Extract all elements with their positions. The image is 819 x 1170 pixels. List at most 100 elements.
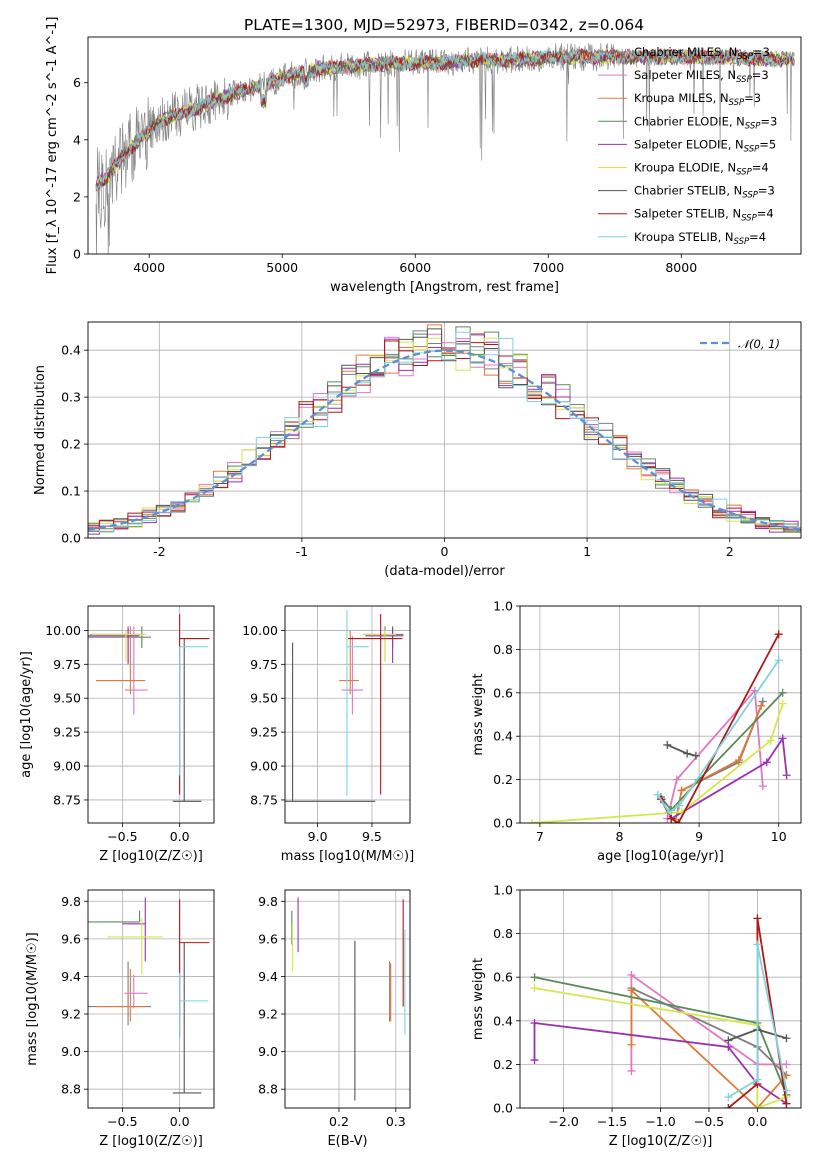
- series-marker: [627, 971, 636, 980]
- y-tick-label: 10.00: [242, 623, 278, 638]
- panels: 4000 5000 6000 7000 8000 0 2 4 6 wavelength [Angs…: [19, 17, 802, 1149]
- series-marker: [724, 1036, 733, 1045]
- y-tick-label: 9.8: [258, 894, 278, 909]
- series-marker: [762, 758, 771, 767]
- y-tick-label: 8.75: [250, 792, 278, 807]
- series-line: [727, 944, 788, 1098]
- y-tick-label: 9.00: [53, 759, 81, 774]
- y-tick-label: 9.00: [250, 759, 278, 774]
- y-tick-label: 9.2: [61, 1007, 81, 1022]
- series-line: [531, 703, 784, 823]
- legend-model-name: Salpeter STELIB, N: [634, 207, 741, 221]
- series-marker: [627, 1040, 636, 1049]
- legend-label-kroupa-miles: Kroupa MILES, NSSP=3: [634, 91, 761, 108]
- y-tick-label: 9.0: [61, 1044, 81, 1059]
- errorbar-salpeter-stelib: [348, 614, 403, 795]
- x-tick-label: 0: [441, 544, 449, 559]
- series-marker: [627, 1066, 636, 1075]
- errorbar-kroupa-miles: [339, 630, 359, 695]
- histogram-kroupa-elodie: [88, 337, 801, 533]
- errorbar-chabrier-stelib: [172, 942, 202, 1094]
- errorbar-chabrier-stelib: [172, 638, 202, 802]
- plot-area: [530, 914, 791, 1108]
- x-tick-label: −0.5: [107, 829, 137, 844]
- legend-ssp-subscript: SSP: [742, 191, 758, 201]
- series-marker: [691, 751, 700, 760]
- y-tick-label: 0.0: [493, 1101, 513, 1116]
- y-tick-label: 9.4: [61, 969, 81, 984]
- series-marker: [758, 697, 767, 706]
- legend-nssp-value: =5: [759, 137, 776, 151]
- series-chabrier-stelib: [663, 740, 700, 760]
- series-marker: [653, 790, 662, 799]
- x-tick-label: 10: [771, 829, 787, 844]
- errorbar-salpeter-miles: [341, 635, 364, 715]
- series-marker: [734, 756, 743, 765]
- y-tick-label: 9.50: [250, 691, 278, 706]
- series-marker: [724, 1093, 733, 1102]
- x-tick-label: −0.5: [107, 1114, 137, 1129]
- series-marker: [782, 1099, 791, 1108]
- x-tick-label: 7: [536, 829, 544, 844]
- y-tick-label: 1.0: [493, 883, 513, 898]
- errorbar-kroupa-elodie: [107, 918, 163, 975]
- y-tick-label: 0.2: [493, 1057, 513, 1072]
- axes-frame: [284, 889, 411, 1109]
- panel-weight_vs_Z: −2.0 −1.5 −1.0 −0.5 0.0 0.0 0.2 0.4 0.6 0.8 1.0 Z […: [471, 883, 802, 1149]
- y-tick-label: 0.4: [493, 1013, 513, 1028]
- x-tick-label: 0.0: [170, 1114, 190, 1129]
- plot-area: [285, 610, 404, 802]
- series-marker: [758, 782, 767, 791]
- x-axis-label: age [log10(age/yr)]: [597, 849, 724, 864]
- y-tick-label: 8.8: [258, 1082, 278, 1097]
- series-marker: [753, 940, 762, 949]
- errorbar-salpeter-elodie: [88, 627, 140, 663]
- x-tick-label: 9: [695, 829, 703, 844]
- x-axis-label: Z [log10(Z/Z☉)]: [99, 849, 203, 864]
- legend-nssp-value: =3: [752, 68, 769, 82]
- series-marker: [782, 1060, 791, 1069]
- errorbar-salpeter-miles: [124, 626, 148, 715]
- x-tick-label: 2: [726, 544, 734, 559]
- legend-ssp-subscript: SSP: [737, 52, 753, 62]
- x-tick-label: 9.0: [308, 829, 328, 844]
- y-tick-label: 0.3: [61, 390, 81, 405]
- x-tick-label: 0.0: [170, 829, 190, 844]
- x-tick-label: -1: [296, 544, 308, 559]
- series-marker: [675, 801, 684, 810]
- x-axis-label: (data-model)/error: [384, 564, 505, 579]
- plot-area: [291, 897, 406, 1101]
- legend-ssp-subscript: SSP: [745, 121, 761, 131]
- legend-ssp-subscript: SSP: [744, 144, 760, 154]
- x-axis-label: Z [log10(Z/Z☉)]: [609, 1134, 713, 1149]
- y-tick-label: 8.75: [53, 792, 81, 807]
- legend-gauss-label: 𝒩(0, 1): [738, 337, 780, 351]
- plot-area: [95, 42, 795, 254]
- series-marker: [674, 819, 683, 823]
- series-marker: [774, 630, 783, 639]
- y-tick-label: 9.6: [258, 931, 278, 946]
- plot-area: [88, 614, 210, 802]
- x-tick-label: 7000: [532, 260, 564, 275]
- legend-label-kroupa-stelib: Kroupa STELIB, NSSP=4: [634, 230, 766, 247]
- y-tick-label: 9.8: [61, 894, 81, 909]
- y-tick-label: 9.75: [250, 657, 278, 672]
- series-marker: [774, 656, 783, 665]
- y-tick-label: 0: [73, 247, 81, 262]
- histogram-salpeter-elodie: [88, 334, 801, 535]
- legend-label-salpeter-stelib: Salpeter STELIB, NSSP=4: [634, 207, 774, 224]
- x-tick-label: −2.0: [548, 1114, 578, 1129]
- y-axis-label: age [log10(age/yr)]: [19, 651, 34, 778]
- series-marker: [683, 749, 692, 758]
- y-tick-label: 9.0: [258, 1044, 278, 1059]
- model-spectrum-kroupa-stelib: [95, 48, 795, 191]
- x-tick-label: −1.0: [645, 1114, 675, 1129]
- axes: 4000 5000 6000 7000 8000 0 2 4 6 wavelength [Angs…: [45, 17, 802, 295]
- y-tick-label: 0.4: [61, 343, 81, 358]
- errorbar-kroupa-stelib: [346, 610, 369, 796]
- series-marker: [663, 740, 672, 749]
- y-tick-label: 9.50: [53, 691, 81, 706]
- series-marker: [530, 1018, 539, 1027]
- x-tick-label: 4000: [133, 260, 165, 275]
